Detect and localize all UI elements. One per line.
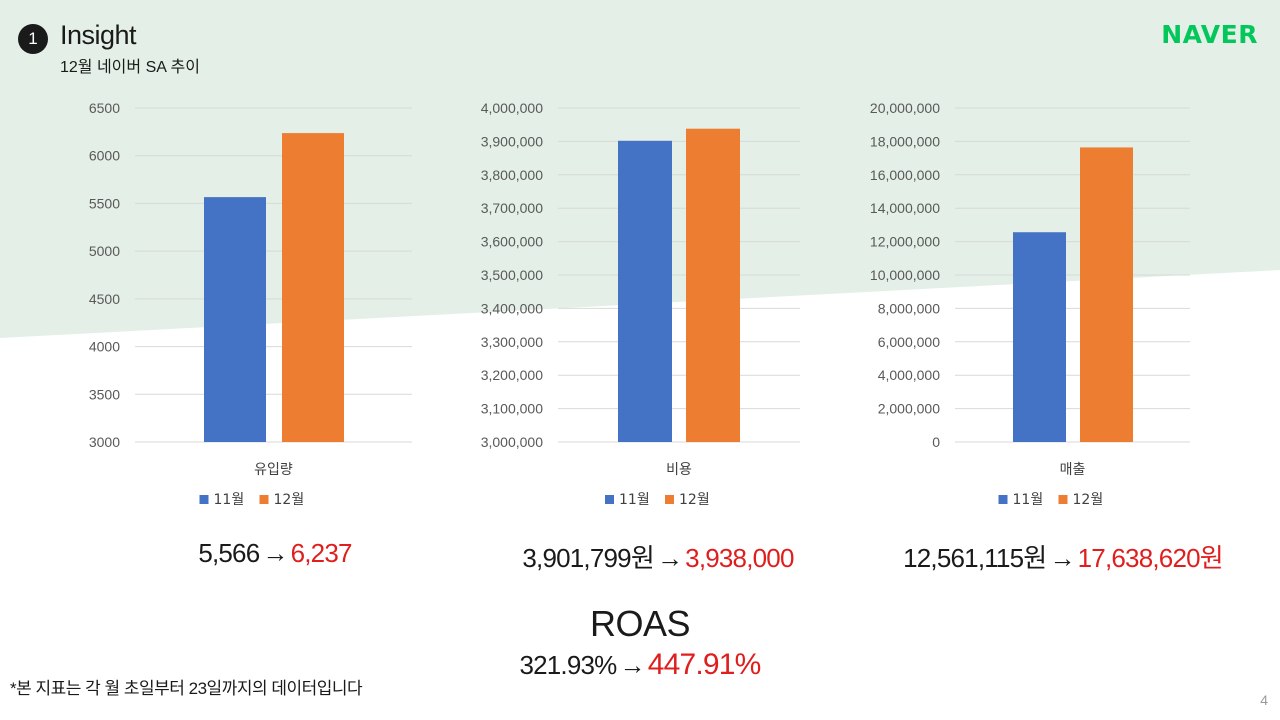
y-tick-label: 12,000,000 bbox=[870, 234, 940, 250]
y-tick-label: 3500 bbox=[89, 386, 120, 402]
bar-dec bbox=[686, 128, 740, 442]
chart-svg: 0 2,000,000 4,000,000 6,000,000 8,000,000 10,… bbox=[870, 100, 1190, 508]
y-tick-label: 3,300,000 bbox=[481, 334, 543, 350]
y-tick-label: 3,600,000 bbox=[481, 234, 543, 250]
y-tick-label: 18,000,000 bbox=[870, 133, 940, 149]
legend-label: 12월 bbox=[679, 492, 710, 508]
legend-label: 12월 bbox=[274, 492, 305, 508]
revenue-after: 17,638,620원 bbox=[1077, 543, 1224, 573]
arrow-icon: → bbox=[262, 538, 288, 568]
y-tick-label: 3,900,000 bbox=[481, 133, 543, 149]
legend-swatch bbox=[1058, 495, 1068, 504]
y-tick-label: 3,000,000 bbox=[481, 434, 543, 450]
y-tick-label: 3,700,000 bbox=[481, 200, 543, 216]
legend-label: 12월 bbox=[1073, 492, 1104, 508]
footnote: *본 지표는 각 월 초일부터 23일까지의 데이터입니다 bbox=[10, 679, 363, 698]
traffic-after: 6,237 bbox=[290, 538, 353, 568]
section-number-badge: 1 bbox=[18, 24, 48, 54]
y-tick-label: 3,400,000 bbox=[481, 300, 543, 316]
traffic-before: 5,566 bbox=[198, 538, 260, 568]
y-tick-label: 4000 bbox=[89, 339, 120, 355]
y-tick-label: 6,000,000 bbox=[878, 334, 940, 350]
arrow-icon: → bbox=[1049, 543, 1075, 573]
revenue-before: 12,561,115원 bbox=[903, 543, 1047, 573]
chart-svg: 3,000,000 3,100,000 3,200,000 3,300,000 3,40… bbox=[481, 100, 800, 508]
revenue-comparison: 12,561,115원 → 17,638,620원 bbox=[863, 538, 1263, 575]
roas-comparison: 321.93% → 447.91% bbox=[440, 648, 840, 682]
category-label: 매출 bbox=[1060, 462, 1086, 478]
y-tick-label: 0 bbox=[932, 434, 940, 450]
legend-swatch bbox=[199, 495, 209, 504]
y-tick-label: 6000 bbox=[89, 148, 120, 164]
y-tick-label: 16,000,000 bbox=[870, 167, 940, 183]
y-tick-label: 20,000,000 bbox=[870, 100, 940, 116]
cost-comparison: 3,901,799원 → 3,938,000 bbox=[458, 538, 858, 575]
y-tick-label: 5500 bbox=[89, 195, 120, 211]
y-tick-label: 6500 bbox=[89, 100, 120, 116]
bar-dec bbox=[1080, 147, 1133, 442]
y-tick-label: 4,000,000 bbox=[878, 367, 940, 383]
traffic-comparison: 5,566 → 6,237 bbox=[75, 538, 475, 569]
roas-after: 447.91% bbox=[647, 648, 762, 681]
roas-title: ROAS bbox=[589, 603, 691, 644]
chart-revenue: 0 2,000,000 4,000,000 6,000,000 8,000,000 10,… bbox=[810, 90, 1210, 530]
y-tick-label: 3,800,000 bbox=[481, 167, 543, 183]
page-number: 4 bbox=[1260, 692, 1268, 708]
y-tick-label: 3,100,000 bbox=[481, 401, 543, 417]
page-subtitle: 12월 네이버 SA 추이 bbox=[60, 59, 200, 76]
page-title: Insight bbox=[60, 20, 137, 50]
chart-traffic: 3000 3500 4000 4500 5000 5500 6000 6500 유입량 11월 12… bbox=[40, 90, 440, 530]
chart-svg: 3000 3500 4000 4500 5000 5500 6000 6500 유입량 11월 12… bbox=[89, 100, 412, 508]
y-tick-label: 8,000,000 bbox=[878, 300, 940, 316]
y-tick-label: 4500 bbox=[89, 291, 120, 307]
y-tick-label: 3000 bbox=[89, 434, 120, 450]
legend-label: 11월 bbox=[619, 492, 650, 508]
legend-label: 11월 bbox=[214, 492, 245, 508]
y-tick-label: 14,000,000 bbox=[870, 200, 940, 216]
y-tick-label: 10,000,000 bbox=[870, 267, 940, 283]
category-label: 비용 bbox=[666, 462, 692, 478]
bar-dec bbox=[282, 133, 344, 442]
bar-nov bbox=[1013, 232, 1066, 442]
legend-swatch bbox=[998, 495, 1008, 504]
roas-before: 321.93% bbox=[519, 650, 617, 680]
y-tick-label: 3,500,000 bbox=[481, 267, 543, 283]
y-tick-label: 2,000,000 bbox=[878, 401, 940, 417]
legend-swatch bbox=[605, 495, 614, 504]
legend-swatch bbox=[259, 495, 269, 504]
arrow-icon: → bbox=[619, 650, 646, 680]
category-label: 유입량 bbox=[254, 462, 293, 478]
chart-cost: 3,000,000 3,100,000 3,200,000 3,300,000 3,40… bbox=[420, 90, 820, 530]
bar-nov bbox=[618, 140, 672, 442]
y-tick-label: 3,200,000 bbox=[481, 367, 543, 383]
y-tick-label: 5000 bbox=[89, 243, 120, 259]
legend-swatch bbox=[665, 495, 674, 504]
legend-label: 11월 bbox=[1013, 492, 1044, 508]
y-tick-label: 4,000,000 bbox=[481, 100, 543, 116]
naver-logo: NAVER bbox=[1161, 20, 1258, 49]
bar-nov bbox=[204, 197, 266, 442]
cost-before: 3,901,799원 bbox=[522, 543, 654, 573]
cost-after: 3,938,000 bbox=[685, 543, 794, 573]
arrow-icon: → bbox=[656, 543, 683, 573]
